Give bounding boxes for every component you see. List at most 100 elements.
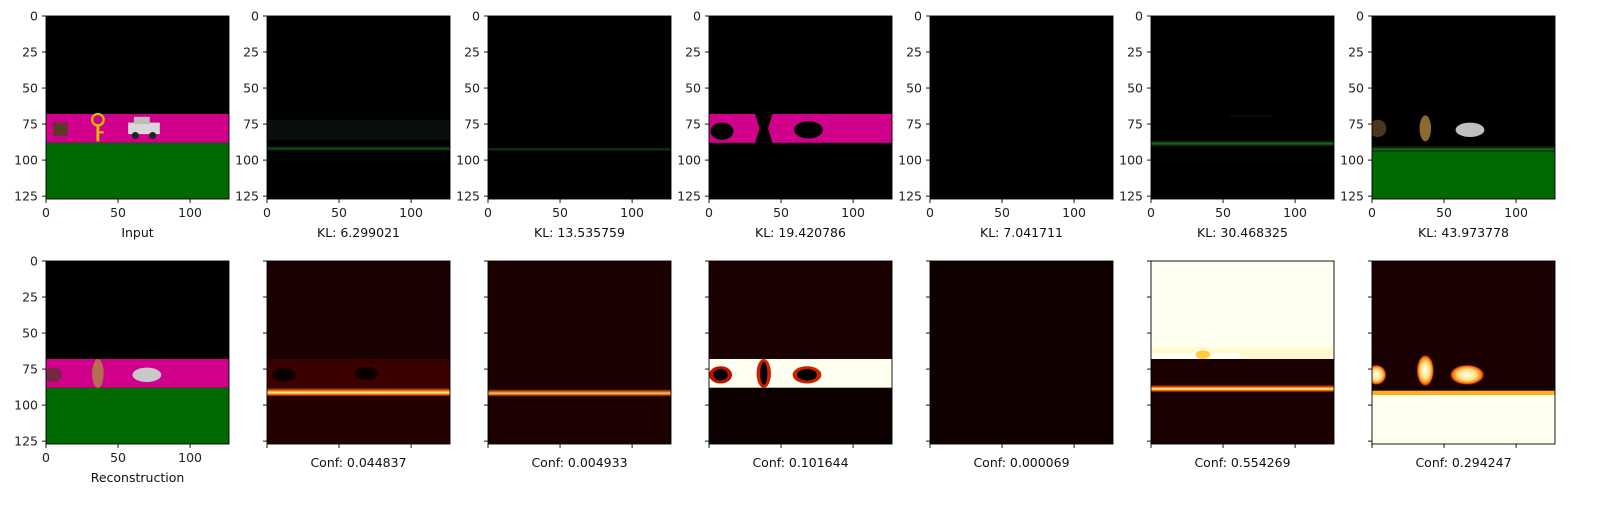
y-tick-label: 125 — [1119, 189, 1143, 204]
panel-caption: KL: 13.535759 — [534, 225, 625, 240]
heat-line — [267, 387, 450, 397]
panel-caption: Reconstruction — [91, 470, 185, 485]
image-background — [1151, 16, 1334, 199]
dark-blob — [268, 366, 301, 384]
y-tick-label: 0 — [30, 9, 38, 24]
image-content — [930, 261, 1113, 444]
y-tick-label: 100 — [1340, 153, 1364, 168]
image-content — [46, 261, 229, 444]
image-content — [267, 16, 450, 199]
image-panel: 0 50 100 0 25 50 75 100 125 Input — [14, 9, 230, 240]
heat-line — [1151, 384, 1334, 393]
axes-frame — [487, 15, 672, 200]
dark-blob — [350, 364, 383, 383]
image-panel: 0 50 100 0 25 50 75 100 125 KL: 43.973778 — [1340, 9, 1556, 240]
x-tick-label: 100 — [178, 450, 202, 465]
key-blur — [92, 358, 104, 388]
y-tick-label: 125 — [235, 189, 259, 204]
axes-frame — [708, 260, 893, 445]
panel-caption: Conf: 0.000069 — [973, 455, 1069, 470]
panel-caption: Conf: 0.044837 — [310, 455, 406, 470]
axes-frame — [1371, 15, 1556, 200]
hot-step — [1151, 353, 1241, 361]
panel-caption: Conf: 0.294247 — [1415, 455, 1511, 470]
dark-blob — [755, 113, 773, 143]
image-panel: 0 50 100 0 25 50 75 100 125 KL: 13.535759 — [456, 9, 672, 240]
x-tick-label: 100 — [1062, 205, 1086, 220]
hot-region — [1372, 393, 1555, 444]
heat-region — [267, 396, 450, 444]
x-tick-label: 50 — [331, 205, 347, 220]
faint-line — [1230, 115, 1274, 117]
heat-region — [488, 396, 671, 444]
image-background — [930, 16, 1113, 199]
axes-frame — [45, 15, 230, 200]
key-shaft — [96, 124, 100, 142]
y-tick-label: 100 — [235, 153, 259, 168]
axes-frame — [929, 260, 1114, 445]
image-content — [709, 261, 892, 444]
y-tick-label: 75 — [22, 362, 38, 377]
image-content — [1372, 261, 1555, 444]
x-tick-label: 0 — [1368, 205, 1376, 220]
axes-frame — [1371, 260, 1556, 445]
y-tick-label: 75 — [685, 117, 701, 132]
y-tick-label: 125 — [898, 189, 922, 204]
image-content — [267, 261, 450, 444]
image-panel: Conf: 0.294247 — [1368, 260, 1556, 470]
y-tick-label: 25 — [685, 45, 701, 60]
y-tick-label: 50 — [243, 81, 259, 96]
axes-frame — [1150, 260, 1335, 445]
image-content — [488, 261, 671, 444]
x-tick-label: 0 — [42, 450, 50, 465]
y-tick-label: 100 — [14, 398, 38, 413]
floor-band — [46, 142, 229, 199]
image-background — [267, 16, 450, 199]
dark-core — [760, 361, 768, 385]
x-tick-label: 50 — [552, 205, 568, 220]
image-content — [709, 16, 892, 199]
hot-edge — [1372, 390, 1555, 396]
door-blur — [1372, 119, 1387, 138]
y-tick-label: 125 — [1340, 189, 1364, 204]
image-content — [488, 16, 671, 199]
floor-band — [1372, 151, 1555, 199]
y-tick-label: 0 — [914, 9, 922, 24]
key-tooth — [99, 131, 104, 134]
y-tick-label: 50 — [1127, 81, 1143, 96]
y-tick-label: 100 — [898, 153, 922, 168]
panel-caption: Conf: 0.101644 — [752, 455, 848, 470]
y-tick-label: 100 — [456, 153, 480, 168]
car-wheel — [149, 131, 157, 140]
y-tick-label: 75 — [906, 117, 922, 132]
x-tick-label: 50 — [110, 450, 126, 465]
door-blur — [46, 367, 62, 383]
image-panel: 0 50 100 0 25 50 75 100 125 KL: 6.299021 — [235, 9, 451, 240]
x-tick-label: 50 — [1215, 205, 1231, 220]
y-tick-label: 75 — [1348, 117, 1364, 132]
y-tick-label: 100 — [1119, 153, 1143, 168]
x-tick-label: 100 — [620, 205, 644, 220]
image-content — [1151, 261, 1334, 444]
x-tick-label: 0 — [484, 205, 492, 220]
car-blur — [1455, 122, 1485, 138]
y-tick-label: 50 — [685, 81, 701, 96]
x-tick-label: 0 — [705, 205, 713, 220]
green-line — [488, 147, 671, 152]
y-tick-label: 0 — [30, 254, 38, 269]
panel-caption: KL: 30.468325 — [1197, 225, 1288, 240]
panel-caption: Input — [121, 225, 153, 240]
y-tick-label: 75 — [464, 117, 480, 132]
image-panel: Conf: 0.101644 — [705, 260, 893, 470]
green-line — [267, 145, 450, 152]
image-content — [46, 16, 229, 199]
y-tick-label: 125 — [456, 189, 480, 204]
image-panel: Conf: 0.554269 — [1147, 260, 1335, 470]
y-tick-label: 125 — [677, 189, 701, 204]
car-blur — [132, 367, 162, 383]
dark-core — [713, 369, 728, 381]
y-tick-label: 50 — [464, 81, 480, 96]
panel-caption: KL: 6.299021 — [317, 225, 400, 240]
axes-frame — [708, 15, 893, 200]
panel-grid: 0 50 100 0 25 50 75 100 125 Input 0 50 100 0 25 50 75 100… — [14, 9, 1556, 485]
